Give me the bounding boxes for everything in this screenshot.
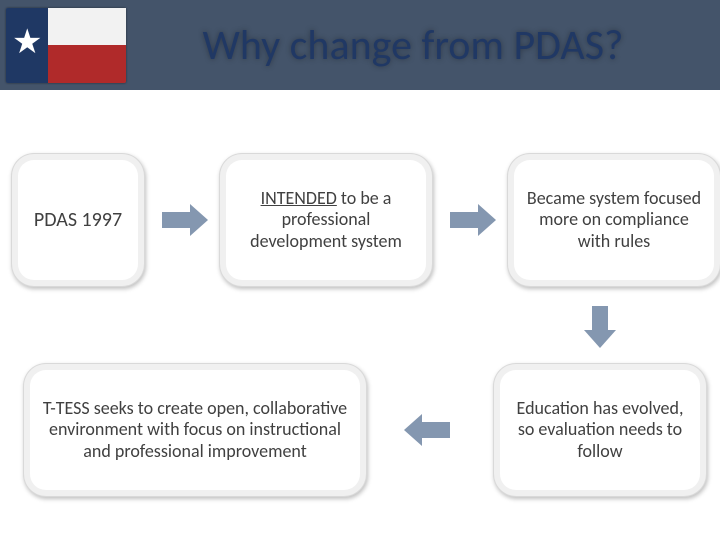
box-education-evolved: Education has evolved, so evaluation nee…: [500, 370, 700, 490]
title-bar: ★ Why change from PDAS?: [0, 0, 720, 90]
star-icon: ★: [12, 26, 42, 60]
box-compliance: Became system focused more on compliance…: [514, 160, 714, 280]
arrow-down-icon: [580, 300, 620, 350]
slide-title: Why change from PDAS?: [126, 20, 720, 71]
arrow-right-icon: [440, 200, 500, 240]
flow-row-2: T-TESS seeks to create open, collaborati…: [0, 360, 720, 500]
arrow-right-icon: [152, 200, 212, 240]
box-intended: INTENDED to be a professional developmen…: [226, 160, 426, 280]
box-intended-underline: INTENDED: [261, 187, 337, 209]
box-ttess: T-TESS seeks to create open, collaborati…: [30, 370, 360, 490]
texas-flag-image: ★: [6, 8, 126, 83]
flow-row-1: PDAS 1997 INTENDED to be a professional …: [0, 150, 720, 290]
box-pdas-1997: PDAS 1997: [18, 160, 138, 280]
arrow-left-icon: [400, 410, 460, 450]
